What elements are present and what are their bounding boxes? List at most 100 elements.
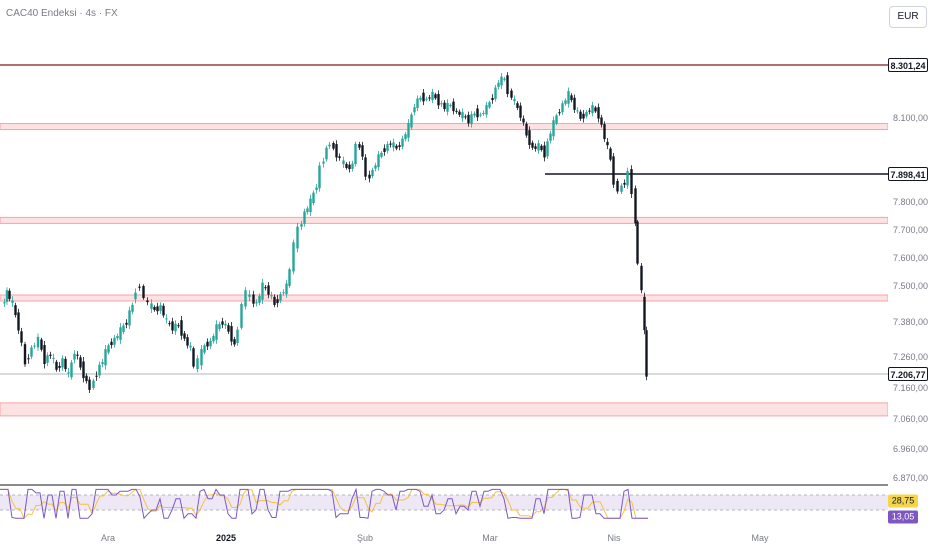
- candle-body: [510, 90, 513, 98]
- candle-body: [431, 91, 434, 101]
- candle-body: [338, 156, 341, 159]
- candle-body: [3, 302, 6, 304]
- candle-body: [146, 300, 149, 303]
- candle-body: [17, 312, 20, 331]
- candle-body: [452, 101, 455, 112]
- candle-body: [461, 112, 464, 119]
- candle-body: [186, 337, 189, 346]
- resistance-zone: [0, 123, 888, 131]
- candle-body: [513, 99, 516, 102]
- candle-body: [221, 321, 224, 325]
- candle-body: [440, 103, 443, 105]
- price-tick: 7.700,00: [893, 225, 929, 235]
- currency-button[interactable]: EUR: [889, 6, 927, 28]
- candle-body: [224, 323, 227, 326]
- rsi-line: [0, 487, 648, 520]
- candle-body: [597, 107, 600, 119]
- candle-body: [156, 306, 159, 312]
- candle-body: [227, 325, 230, 332]
- candle-body: [419, 97, 422, 100]
- candle-body: [36, 336, 40, 348]
- candle-body: [413, 107, 416, 113]
- candle-body: [371, 169, 374, 177]
- time-tick: May: [751, 533, 769, 543]
- candle-body: [404, 134, 407, 140]
- candle-body: [273, 296, 276, 305]
- candle-body: [110, 341, 113, 346]
- candle-body: [494, 87, 497, 100]
- candle-body: [153, 307, 156, 310]
- candle-body: [215, 324, 218, 340]
- candle-body: [20, 331, 23, 343]
- candle-body: [425, 98, 428, 100]
- candle-body: [377, 154, 380, 168]
- candle-body: [165, 318, 168, 320]
- candle-body: [467, 114, 470, 124]
- candle-body: [516, 103, 519, 108]
- price-tick: 7.160,00: [893, 383, 929, 393]
- candle-body: [609, 148, 612, 160]
- candle-body: [620, 185, 623, 192]
- candle-body: [380, 152, 383, 157]
- candle-body: [8, 290, 11, 299]
- resistance-zones: [0, 123, 888, 417]
- candle-body: [573, 97, 576, 110]
- candle-body: [134, 292, 137, 300]
- candle-body: [292, 242, 295, 272]
- candle-body: [398, 145, 401, 147]
- candle-body: [537, 143, 540, 151]
- resistance-zone: [0, 294, 888, 302]
- candle-body: [540, 145, 543, 150]
- candle-body: [570, 95, 573, 101]
- candle-body: [407, 123, 410, 138]
- candle-body: [616, 180, 619, 192]
- candle-body: [364, 157, 367, 177]
- candle-body: [645, 330, 648, 377]
- candle-body: [255, 302, 258, 304]
- candle-body: [534, 146, 537, 149]
- rsi-pane[interactable]: [0, 486, 888, 530]
- candle-body: [522, 118, 525, 123]
- price-tick: 7.260,00: [893, 352, 929, 362]
- candle-body: [395, 145, 398, 149]
- candle-body: [470, 114, 473, 125]
- candle-body: [279, 294, 282, 301]
- candle-body: [270, 295, 273, 297]
- candle-body: [79, 357, 82, 368]
- candle-body: [443, 102, 446, 110]
- rsi-band: [0, 495, 888, 510]
- candle-body: [354, 143, 357, 165]
- candle-body: [306, 208, 309, 213]
- resistance-zone: [0, 402, 888, 417]
- candle-body: [361, 145, 364, 157]
- candle-body: [531, 142, 534, 148]
- candle-body: [546, 141, 549, 157]
- candlestick-series: [3, 72, 648, 393]
- candle-body: [437, 94, 440, 106]
- price-tick: 7.380,00: [893, 317, 929, 327]
- candle-body: [98, 364, 101, 376]
- candle-body: [351, 163, 354, 169]
- candle-body: [88, 379, 91, 390]
- candle-body: [528, 130, 531, 145]
- candle-body: [458, 111, 461, 115]
- candle-body: [636, 221, 639, 264]
- candle-body: [335, 144, 338, 158]
- price-chart[interactable]: [0, 0, 888, 486]
- candle-body: [322, 161, 325, 164]
- candle-body: [212, 336, 215, 342]
- candle-body: [5, 290, 9, 302]
- candle-body: [113, 337, 116, 345]
- candle-body: [497, 82, 500, 87]
- candle-body: [85, 375, 88, 382]
- candle-body: [368, 174, 371, 179]
- support-price-badge: 7.898,41: [888, 167, 928, 181]
- candle-body: [206, 341, 209, 347]
- candle-body: [428, 97, 431, 99]
- price-tick: 7.500,00: [893, 281, 929, 291]
- candle-body: [101, 362, 104, 365]
- candle-body: [171, 321, 174, 331]
- candle-body: [67, 372, 70, 374]
- candle-body: [561, 103, 564, 113]
- candle-body: [240, 304, 243, 328]
